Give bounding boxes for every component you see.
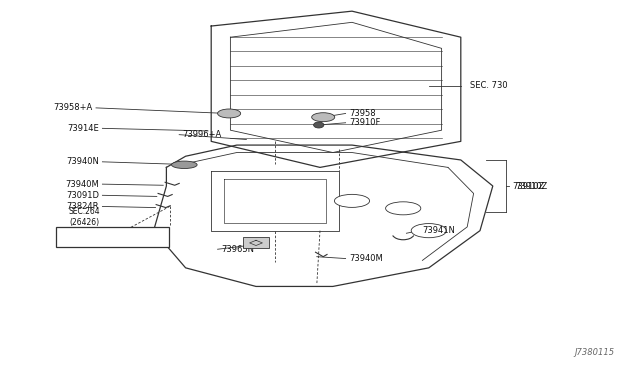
Text: J7380115: J7380115 — [574, 348, 614, 357]
Text: 73824R: 73824R — [67, 202, 99, 211]
Text: 73941N: 73941N — [422, 226, 455, 235]
Text: 73940M: 73940M — [65, 180, 99, 189]
Ellipse shape — [412, 224, 447, 238]
Text: SEC.264
(26426): SEC.264 (26426) — [68, 207, 100, 227]
Text: 73910Z: 73910Z — [512, 182, 544, 190]
Text: 73910Z: 73910Z — [515, 182, 547, 190]
Text: 73091D: 73091D — [66, 191, 99, 200]
Text: 73910F: 73910F — [349, 118, 380, 127]
Ellipse shape — [172, 161, 197, 169]
Text: 73965N: 73965N — [221, 245, 254, 254]
Circle shape — [314, 122, 324, 128]
Ellipse shape — [218, 109, 241, 118]
Text: SEC. 730: SEC. 730 — [470, 81, 508, 90]
Ellipse shape — [334, 195, 370, 208]
Ellipse shape — [385, 202, 421, 215]
Text: 73914E: 73914E — [67, 124, 99, 133]
Text: 73958: 73958 — [349, 109, 376, 118]
Text: 73940N: 73940N — [67, 157, 99, 166]
Bar — [243, 237, 269, 248]
Text: 73996+A: 73996+A — [182, 130, 221, 139]
Bar — [56, 227, 169, 247]
Text: 73958+A: 73958+A — [54, 103, 93, 112]
Ellipse shape — [312, 113, 335, 122]
Text: 73940M: 73940M — [349, 254, 383, 263]
